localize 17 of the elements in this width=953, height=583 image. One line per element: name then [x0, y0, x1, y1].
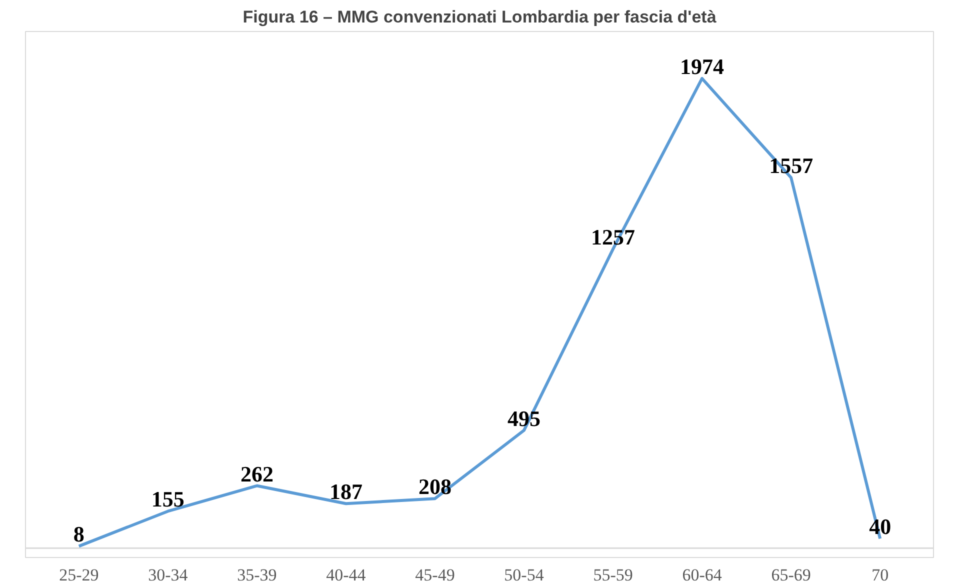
x-tick-label: 65-69	[771, 566, 811, 583]
x-tick-label: 35-39	[237, 566, 277, 583]
data-label: 262	[240, 461, 274, 486]
x-tick-label: 50-54	[504, 566, 544, 583]
data-label: 1974	[680, 54, 724, 79]
x-tick-label: 30-34	[148, 566, 188, 583]
data-label: 208	[418, 474, 452, 500]
chart-title: Figura 16 – MMG convenzionati Lombardia per fascia d'età	[242, 8, 717, 26]
x-tick-label: 45-49	[415, 566, 455, 583]
data-label: 187	[329, 479, 362, 504]
x-tick-label: 70	[872, 566, 889, 583]
x-tick-label: 25-29	[59, 566, 99, 583]
x-tick-label: 60-64	[682, 566, 722, 583]
data-label: 8	[73, 522, 84, 547]
x-tick-label: 55-59	[593, 566, 633, 583]
data-label: 155	[151, 486, 184, 512]
x-tick-label: 40-44	[326, 566, 366, 583]
